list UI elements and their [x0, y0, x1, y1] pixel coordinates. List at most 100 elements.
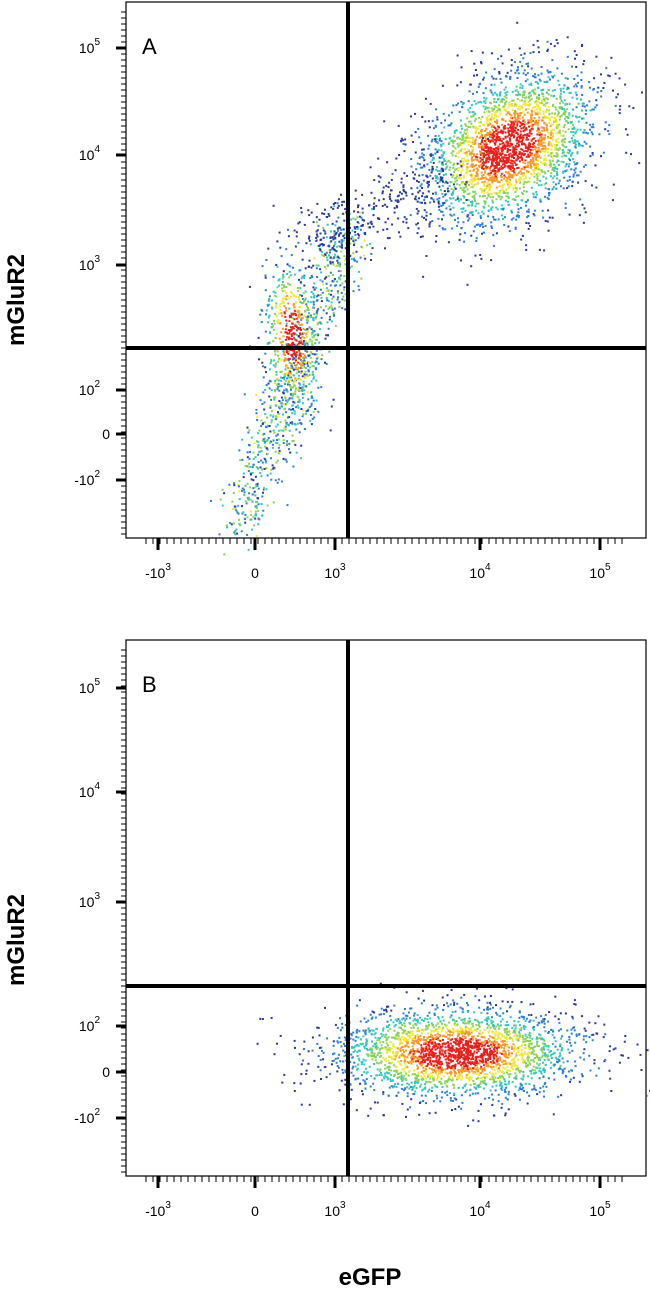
data-point	[490, 178, 493, 181]
data-point	[486, 116, 489, 119]
data-point	[505, 154, 508, 157]
data-point	[543, 159, 546, 162]
data-point	[548, 191, 551, 194]
data-point	[400, 137, 403, 140]
data-point	[413, 177, 416, 180]
data-point	[478, 116, 481, 119]
data-point	[304, 329, 307, 331]
data-point	[440, 149, 443, 152]
data-point	[369, 1048, 371, 1051]
data-point	[574, 83, 577, 86]
data-point	[446, 187, 449, 190]
data-point	[567, 87, 570, 90]
data-point	[462, 174, 465, 177]
data-point	[316, 311, 318, 314]
data-point	[458, 184, 461, 187]
data-point	[223, 492, 226, 495]
data-point	[312, 377, 315, 380]
data-point	[384, 1074, 387, 1077]
data-point	[485, 141, 488, 144]
data-point	[343, 275, 346, 277]
data-point	[489, 123, 492, 126]
data-point	[264, 445, 267, 448]
data-point	[359, 228, 362, 231]
data-point	[409, 214, 412, 217]
data-point	[463, 240, 466, 243]
data-point	[321, 1049, 323, 1052]
data-point	[576, 116, 579, 119]
data-point	[301, 375, 304, 378]
data-point	[290, 349, 293, 352]
data-point	[472, 1054, 474, 1057]
data-point	[303, 392, 306, 395]
data-point	[519, 135, 522, 138]
data-point	[295, 351, 298, 354]
data-point	[583, 165, 585, 168]
data-point	[486, 197, 489, 200]
data-point	[494, 165, 497, 167]
data-point	[295, 295, 298, 298]
data-point	[597, 86, 600, 89]
data-point	[517, 141, 520, 144]
data-point	[338, 305, 341, 308]
data-point	[427, 147, 430, 150]
data-point	[493, 138, 496, 141]
data-point	[350, 258, 353, 261]
data-point	[484, 154, 487, 157]
data-point	[266, 474, 269, 477]
data-point	[506, 151, 509, 153]
data-point	[451, 227, 454, 230]
data-point	[268, 298, 271, 300]
data-point	[416, 1034, 419, 1036]
data-point	[488, 158, 491, 161]
data-point	[464, 129, 467, 132]
data-point	[505, 113, 508, 116]
data-point	[285, 248, 288, 251]
data-point	[266, 453, 269, 455]
data-point	[512, 170, 515, 173]
data-point	[373, 179, 376, 182]
data-point	[510, 176, 513, 178]
data-point	[410, 158, 413, 160]
data-point	[487, 215, 490, 218]
data-point	[486, 153, 489, 156]
data-point	[522, 161, 525, 164]
data-point	[283, 301, 286, 304]
data-point	[426, 176, 429, 179]
data-point	[297, 343, 300, 346]
data-point	[450, 192, 453, 195]
data-point	[440, 144, 443, 147]
data-point	[452, 166, 455, 169]
data-point	[474, 138, 477, 141]
data-point	[300, 207, 303, 209]
data-point	[496, 138, 499, 141]
data-point	[287, 398, 290, 401]
data-point	[556, 159, 559, 162]
data-point	[479, 160, 482, 163]
data-point	[517, 108, 520, 110]
data-point	[469, 152, 471, 155]
data-point	[501, 150, 504, 153]
data-point	[389, 193, 391, 196]
data-point	[484, 145, 487, 148]
data-point	[492, 137, 494, 140]
data-point	[493, 167, 496, 170]
data-point	[377, 175, 380, 178]
data-point	[458, 110, 461, 113]
data-point	[489, 148, 492, 151]
data-point	[495, 77, 498, 80]
data-point	[460, 1078, 463, 1081]
data-point	[479, 132, 482, 135]
data-point	[496, 1049, 499, 1052]
data-point	[478, 125, 481, 128]
data-point	[546, 80, 549, 83]
data-point	[295, 235, 298, 238]
data-point	[271, 322, 274, 325]
data-point	[574, 171, 577, 174]
data-point	[474, 112, 477, 115]
data-point	[336, 290, 339, 293]
data-point	[460, 124, 463, 127]
y-tick-label: 104	[79, 144, 101, 163]
data-point	[298, 419, 301, 422]
data-point	[286, 336, 289, 339]
